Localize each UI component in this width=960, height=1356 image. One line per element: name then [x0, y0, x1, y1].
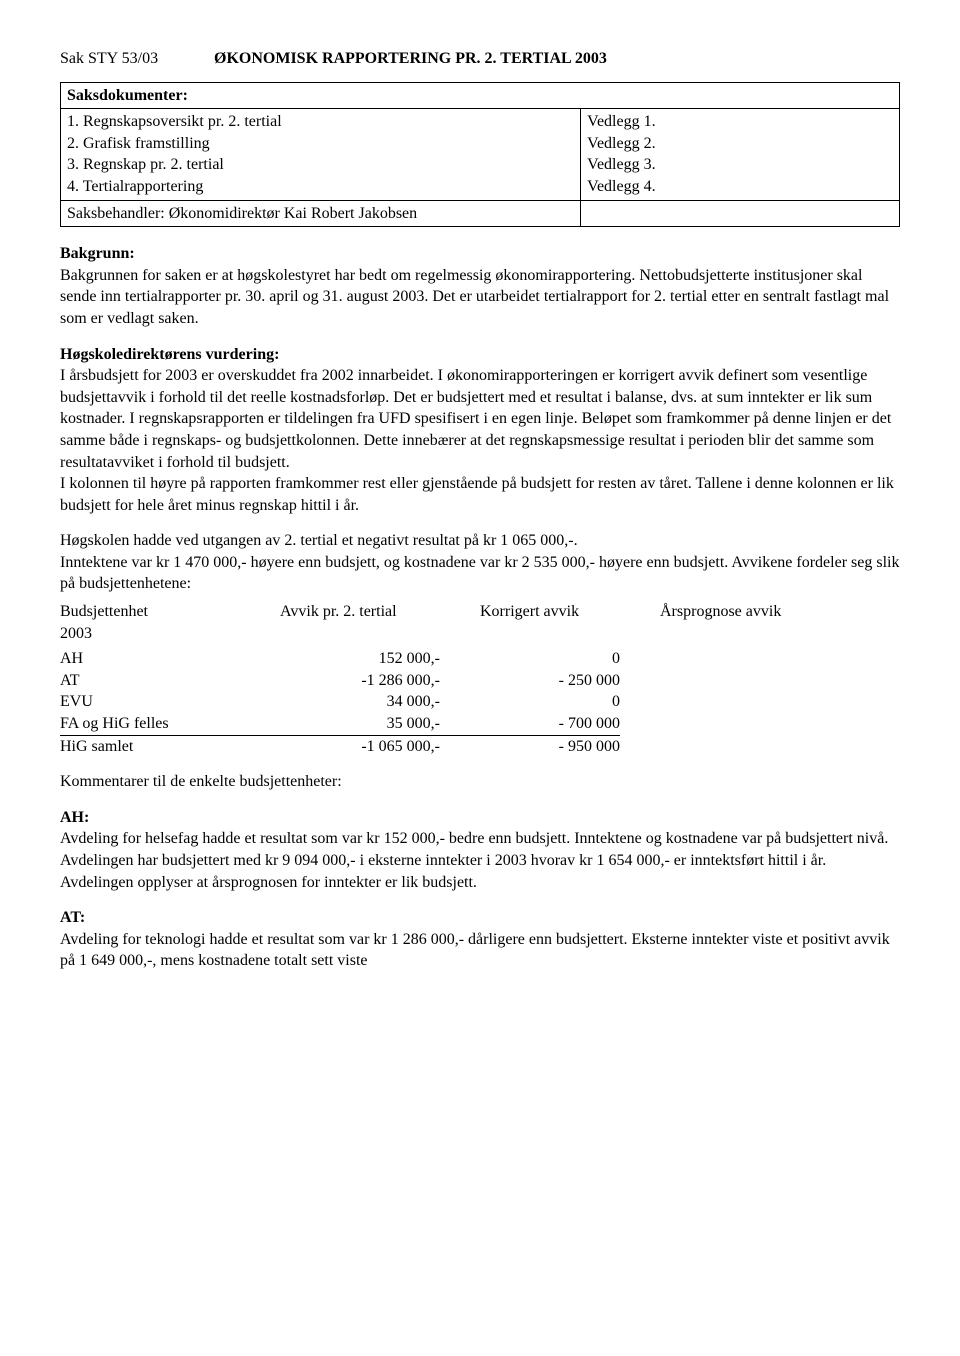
- budget-head-col2: Avvik pr. 2. tertial: [280, 601, 480, 623]
- doc-row: 1. Regnskapsoversikt pr. 2. tertial: [67, 111, 574, 133]
- doc-attach: Vedlegg 1.: [587, 111, 893, 133]
- doc-attach: Vedlegg 2.: [587, 133, 893, 155]
- at-heading: AT:: [60, 909, 85, 926]
- empty-cell: [581, 200, 900, 227]
- table-row: AT -1 286 000,- - 250 000: [60, 670, 620, 692]
- row-prog: - 700 000: [480, 713, 620, 735]
- row-label: HiG samlet: [60, 735, 280, 757]
- row-val: -1 065 000,-: [280, 735, 480, 757]
- vurdering-p4: Inntektene var kr 1 470 000,- høyere enn…: [60, 552, 900, 595]
- bakgrunn-heading: Bakgrunn:: [60, 245, 135, 262]
- vurdering-p2: I kolonnen til høyre på rapporten framko…: [60, 473, 900, 516]
- row-prog: - 250 000: [480, 670, 620, 692]
- row-label: AT: [60, 670, 280, 692]
- at-text: Avdeling for teknologi hadde et resultat…: [60, 931, 890, 970]
- row-label: EVU: [60, 691, 280, 713]
- doc-row: 2. Grafisk framstilling: [67, 133, 574, 155]
- table-row: HiG samlet -1 065 000,- - 950 000: [60, 735, 620, 757]
- row-val: -1 286 000,-: [280, 670, 480, 692]
- title-line: Sak STY 53/03 ØKONOMISK RAPPORTERING PR.…: [60, 48, 900, 70]
- vurdering-heading: Høgskoledirektørens vurdering:: [60, 346, 279, 363]
- table-row: AH 152 000,- 0: [60, 648, 620, 670]
- bakgrunn-text: Bakgrunnen for saken er at høgskolestyre…: [60, 267, 889, 327]
- ah-text: Avdeling for helsefag hadde et resultat …: [60, 830, 888, 890]
- budget-rows-table: AH 152 000,- 0 AT -1 286 000,- - 250 000…: [60, 648, 620, 757]
- vurdering-p1: I årsbudsjett for 2003 er overskuddet fr…: [60, 367, 891, 470]
- row-prog: 0: [480, 648, 620, 670]
- saksdokumenter-header: Saksdokumenter:: [61, 82, 900, 109]
- row-prog: - 950 000: [480, 735, 620, 757]
- saksbehandler-cell: Saksbehandler: Økonomidirektør Kai Rober…: [61, 200, 581, 227]
- row-label: AH: [60, 648, 280, 670]
- vurdering-p3: Høgskolen hadde ved utgangen av 2. terti…: [60, 530, 900, 552]
- ah-heading: AH:: [60, 809, 89, 826]
- row-label: FA og HiG felles: [60, 713, 280, 735]
- budget-header-row: Budsjettenhet Avvik pr. 2. tertial Korri…: [60, 601, 900, 644]
- row-val: 152 000,-: [280, 648, 480, 670]
- doc-row: 4. Tertialrapportering: [67, 176, 574, 198]
- budget-head-col3: Korrigert avvik: [480, 601, 660, 623]
- doc-row: 3. Regnskap pr. 2. tertial: [67, 154, 574, 176]
- main-title: ØKONOMISK RAPPORTERING PR. 2. TERTIAL 20…: [214, 50, 607, 67]
- saksdokumenter-label: Saksdokumenter:: [67, 87, 188, 104]
- budget-head-col4: Årsprognose avvik: [660, 601, 900, 623]
- table-row: EVU 34 000,- 0: [60, 691, 620, 713]
- doc-attach: Vedlegg 3.: [587, 154, 893, 176]
- row-prog: 0: [480, 691, 620, 713]
- saksdokumenter-table: Saksdokumenter: 1. Regnskapsoversikt pr.…: [60, 82, 900, 228]
- row-val: 34 000,-: [280, 691, 480, 713]
- doc-right-cell: Vedlegg 1. Vedlegg 2. Vedlegg 3. Vedlegg…: [581, 109, 900, 200]
- table-row: FA og HiG felles 35 000,- - 700 000: [60, 713, 620, 735]
- kommentar-heading: Kommentarer til de enkelte budsjettenhet…: [60, 771, 900, 793]
- budget-head-year: 2003: [60, 623, 900, 645]
- sak-label: Sak STY 53/03: [60, 48, 210, 70]
- doc-left-cell: 1. Regnskapsoversikt pr. 2. tertial 2. G…: [61, 109, 581, 200]
- row-val: 35 000,-: [280, 713, 480, 735]
- doc-attach: Vedlegg 4.: [587, 176, 893, 198]
- budget-head-col1: Budsjettenhet: [60, 601, 280, 623]
